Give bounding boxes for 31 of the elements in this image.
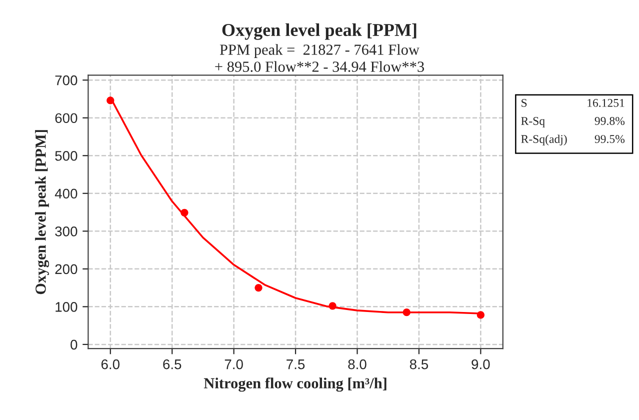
x-tick-label: 9.0 xyxy=(472,359,490,370)
y-tick-label: 500 xyxy=(55,150,78,161)
chart-subtitle: PPM peak = 21827 - 7641 Flow + 895.0 Flow**2 - 34.94 Flow**3 xyxy=(215,44,424,72)
y-tick-label: 200 xyxy=(55,264,78,274)
point xyxy=(328,302,336,310)
text: R-Sq xyxy=(521,117,545,128)
y-tick-label: 400 xyxy=(54,188,78,199)
y-tick-label: 0 xyxy=(70,340,78,350)
y-tick-label: 300 xyxy=(55,226,78,236)
point xyxy=(402,308,410,316)
x-tick-label: 8.5 xyxy=(410,359,428,370)
point xyxy=(254,284,262,292)
text: 99.8% xyxy=(594,117,625,126)
point xyxy=(476,311,484,319)
text: 16.1251 xyxy=(588,98,624,107)
x-axis-title: Nitrogen flow cooling [m³/h] xyxy=(204,378,386,392)
point xyxy=(106,96,114,104)
x-tick-label: 8.0 xyxy=(348,359,366,370)
point xyxy=(180,208,188,216)
text: R-Sq(adj) xyxy=(521,134,567,146)
y-tick-label: 600 xyxy=(55,113,78,124)
y-tick-label: 100 xyxy=(56,302,78,312)
chart-title: Oxygen level peak [PPM] xyxy=(222,23,416,40)
y-axis-title: Oxygen level peak [PPM] xyxy=(35,130,50,294)
text: 99.5% xyxy=(594,135,625,144)
text: S xyxy=(522,98,527,107)
y-tick-label: 700 xyxy=(55,75,78,86)
x-tick-label: 7.5 xyxy=(286,360,305,370)
x-tick-label: 6.5 xyxy=(163,359,182,370)
x-tick-label: 6.0 xyxy=(101,359,120,370)
x-tick-label: 7.0 xyxy=(224,359,243,370)
